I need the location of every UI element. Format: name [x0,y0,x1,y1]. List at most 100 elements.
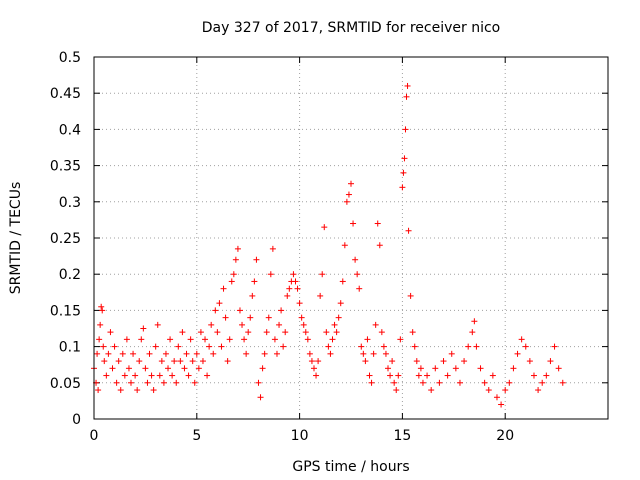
plot-frame [93,56,609,420]
data-point [160,379,167,386]
data-point [204,372,211,379]
data-point [535,387,542,394]
data-point [296,300,303,307]
data-point [290,271,297,278]
data-point [228,278,235,285]
data-point [404,82,411,89]
data-point [167,336,174,343]
grid-lines [94,57,608,419]
data-point [399,184,406,191]
y-tick-label: 0.2 [59,267,81,283]
data-point [337,300,344,307]
data-point [374,220,381,227]
data-point [510,365,517,372]
data-point [220,285,227,292]
data-point [348,180,354,187]
data-point [327,350,334,357]
data-point [111,343,118,350]
data-point [212,307,219,314]
data-point [276,321,283,328]
data-point [317,292,324,299]
data-point [485,387,492,394]
data-point [415,372,422,379]
data-point [387,372,394,379]
data-point [165,365,172,372]
x-axis-label: GPS time / hours [292,459,409,475]
data-point [391,379,398,386]
data-point [269,245,276,252]
data-point [376,242,383,249]
data-point [551,343,558,350]
data-point [199,358,206,365]
data-point [402,126,409,133]
data-point [331,321,338,328]
data-point [251,278,258,285]
data-point [358,343,365,350]
data-point [261,350,268,357]
data-point [294,285,301,292]
data-point [428,387,435,394]
data-point [222,314,229,321]
data-point [555,365,562,372]
data-point [298,314,305,321]
y-tick-label: 0.45 [50,86,81,102]
data-point [465,343,472,350]
data-point [144,379,151,386]
data-point [352,256,359,263]
y-tick-label: 0.05 [50,376,81,392]
data-point [263,329,270,336]
x-tick-label: 15 [393,428,411,444]
data-point [148,372,155,379]
data-point [117,387,124,394]
data-point [130,350,137,357]
data-point [424,372,431,379]
data-point [230,271,237,278]
data-point [456,379,463,386]
data-point [94,350,101,357]
data-point [526,358,533,365]
data-point [292,278,299,285]
data-point [282,329,289,336]
data-point [226,336,233,343]
data-point [128,379,135,386]
y-tick-label: 0.4 [59,122,81,138]
y-tick-label: 0.15 [50,303,81,319]
data-point [175,343,182,350]
data-point [171,358,178,365]
axis-ticks: 0 5 10 15 20 0 0.05 0.1 0.15 0.2 0.25 0.3 0.35 0.4 0.4… [50,50,608,444]
data-point [216,300,223,307]
data-point [185,372,192,379]
data-point [300,321,307,328]
data-point [132,372,139,379]
data-point [397,336,404,343]
data-point [284,292,291,299]
data-point [95,387,102,394]
data-point [530,372,537,379]
data-point [362,358,369,365]
data-point [162,350,169,357]
data-point [350,220,357,227]
data-point [255,379,262,386]
data-point [471,318,478,325]
data-point [461,358,468,365]
data-point [202,336,209,343]
data-point [173,379,180,386]
data-point [121,372,128,379]
data-point [125,365,132,372]
data-point [366,372,373,379]
data-point [257,394,264,401]
data-point [339,278,346,285]
data-point [493,394,500,401]
data-point [197,329,204,336]
data-point [368,379,375,386]
data-point [514,350,521,357]
data-point [477,365,484,372]
data-point [335,314,342,321]
data-point [239,321,246,328]
data-point [409,329,416,336]
y-tick-label: 0.5 [59,50,81,66]
data-point [469,329,476,336]
data-point [271,336,278,343]
data-point [323,329,330,336]
data-point [419,379,426,386]
